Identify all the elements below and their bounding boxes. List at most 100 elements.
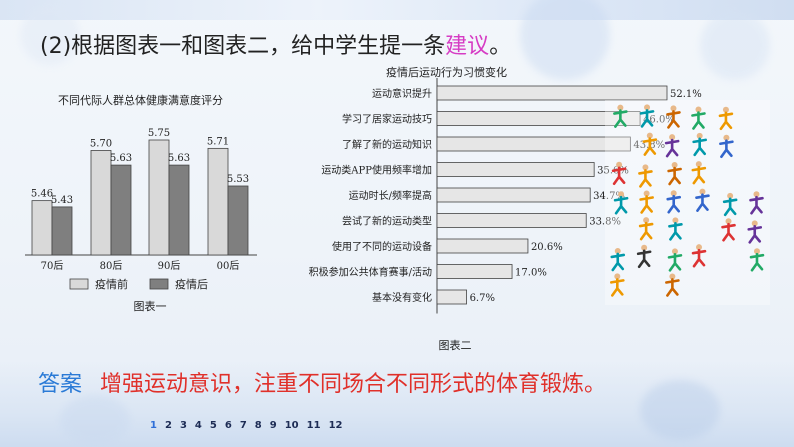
figure-body xyxy=(638,169,653,188)
page-link-8[interactable]: 8 xyxy=(254,420,262,431)
chart2-category-label: 积极参加公共体育赛事/活动 xyxy=(309,266,432,279)
chart2-value-label: 46.0% xyxy=(643,115,675,126)
page-link-6[interactable]: 6 xyxy=(224,420,232,431)
figure-head xyxy=(618,191,625,198)
figure-body xyxy=(719,139,734,159)
chart1-bar xyxy=(168,164,190,256)
chart2-caption: 图表二 xyxy=(439,338,472,352)
page-link-5[interactable]: 5 xyxy=(209,420,217,431)
chart1-value-label: 5.46 xyxy=(31,189,53,200)
chart1-value-label: 5.63 xyxy=(168,153,190,164)
figure-body xyxy=(611,166,627,186)
chart1-title: 不同代际人群总体健康满意度评分 xyxy=(58,94,223,107)
top-decor-band xyxy=(0,0,794,20)
chart2-value-label: 34.7% xyxy=(593,191,625,202)
figure-body xyxy=(668,222,683,241)
chart1-bar xyxy=(31,200,53,256)
figure-head xyxy=(670,105,677,112)
figure-head xyxy=(722,106,729,113)
chart2-category-label: 运动意识提升 xyxy=(372,87,432,100)
bottom-decor-band xyxy=(0,360,794,447)
page-link-12[interactable]: 12 xyxy=(328,420,343,431)
figure-head xyxy=(642,164,649,171)
chart2-value-label: 17.0% xyxy=(515,268,547,279)
chart2-title: 疫情后运动行为习惯变化 xyxy=(386,66,507,79)
sports-figures-image xyxy=(605,100,770,305)
answer-text: 增强运动意识，注重不同场合不同形式的体育锻炼。 xyxy=(100,372,607,397)
figure-body xyxy=(636,249,652,269)
figure-body xyxy=(749,252,765,272)
figure-head xyxy=(672,217,679,224)
chart2-category-label: 使用了不同的运动设备 xyxy=(332,240,432,253)
figure-body xyxy=(721,222,736,242)
figure-body xyxy=(610,278,625,297)
chart1-bar xyxy=(148,139,170,256)
figure-head xyxy=(644,104,651,111)
figure-body xyxy=(691,248,707,268)
chart1-category-label: 90后 xyxy=(158,260,181,272)
chart1-bar xyxy=(227,185,249,256)
chart2-exercise-habits: 运动意识提升 52.1%学习了居家运动技巧 46.0%了解了新的运动知识 43.8%运… xyxy=(309,78,702,352)
figure-head xyxy=(725,218,732,225)
chart2-category-label: 学习了居家运动技巧 xyxy=(342,113,432,126)
chart2-bar xyxy=(436,289,467,305)
figure-head xyxy=(753,248,760,255)
bokeh-decor xyxy=(60,395,130,445)
figure-head xyxy=(669,273,676,280)
chart2-bar xyxy=(436,264,513,279)
chart2-bar xyxy=(436,213,587,228)
chart1-value-label: 5.75 xyxy=(148,128,170,139)
figure-body xyxy=(666,194,682,214)
figure-head xyxy=(617,104,624,111)
figure-head xyxy=(669,134,676,141)
figure-body xyxy=(667,253,683,272)
page-link-1[interactable]: 1 xyxy=(150,420,157,431)
chart1-caption: 图表一 xyxy=(134,299,167,313)
chart1-value-label: 5.43 xyxy=(51,195,73,206)
chart1-health-satisfaction: 5.465.43 70后 5.70 5.63 80后 5.75 5.63 90后 5.71 5.5… xyxy=(25,128,257,313)
page-link-11[interactable]: 11 xyxy=(306,420,321,431)
figure-body xyxy=(613,109,628,128)
figure-head xyxy=(641,244,648,251)
chart1-legend-swatch-before xyxy=(69,278,89,290)
chart2-category-label: 运动类APP使用频率增加 xyxy=(321,164,432,177)
bokeh-decor xyxy=(640,380,720,440)
chart2-category-label: 尝试了新的运动类型 xyxy=(342,215,432,228)
figure-head xyxy=(696,244,703,251)
figure-body xyxy=(610,252,626,272)
figure-body xyxy=(664,138,680,158)
figure-body xyxy=(747,225,763,244)
chart2-category-label: 了解了新的运动知识 xyxy=(342,138,432,151)
chart2-category-label: 运动时长/频率提高 xyxy=(349,189,432,202)
chart2-bar xyxy=(436,136,631,152)
figure-body xyxy=(639,195,654,214)
page-link-3[interactable]: 3 xyxy=(179,420,187,431)
chart2-category-label: 基本没有变化 xyxy=(372,291,432,304)
page-link-4[interactable]: 4 xyxy=(194,420,202,431)
figure-head xyxy=(751,220,758,227)
chart1-bar xyxy=(207,147,229,256)
chart1-bar xyxy=(110,164,132,256)
figure-body xyxy=(639,109,655,128)
question-heading: (2)根据图表一和图表二，给中学生提一条建议。 xyxy=(40,28,511,60)
chart1-bar xyxy=(51,206,73,256)
bokeh-decor xyxy=(20,5,80,65)
figure-head xyxy=(614,247,621,254)
figure-body xyxy=(667,166,682,186)
page-link-7[interactable]: 7 xyxy=(239,420,247,431)
page-link-9[interactable]: 9 xyxy=(269,420,277,431)
figure-head xyxy=(643,217,650,224)
page-link-2[interactable]: 2 xyxy=(164,420,172,431)
figure-body xyxy=(695,193,710,212)
chart2-bar xyxy=(436,238,529,254)
chart1-legend-after: 疫情后 xyxy=(175,277,208,291)
chart2-bar xyxy=(436,187,591,203)
chart2-value-label: 6.7% xyxy=(470,293,495,304)
figure-head xyxy=(696,132,703,139)
figure-body xyxy=(722,197,738,217)
figure-body xyxy=(613,195,629,215)
page-link-10[interactable]: 10 xyxy=(284,420,299,431)
question-suffix: 。 xyxy=(489,34,512,59)
figure-head xyxy=(646,132,653,139)
figure-head xyxy=(670,190,677,197)
